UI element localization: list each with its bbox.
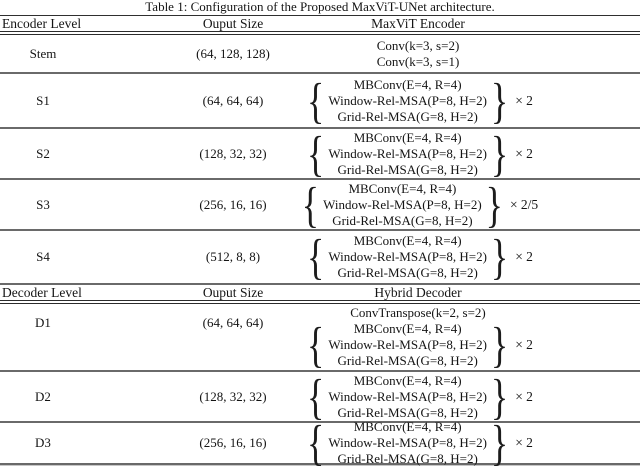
- op-line: Window-Rel-MSA(P=8, H=2): [328, 145, 487, 161]
- encoder-header-row: Encoder Level Ouput Size MaxViT Encoder: [0, 16, 640, 31]
- left-brace: {: [301, 176, 320, 233]
- op-line: Grid-Rel-MSA(G=8, H=2): [337, 108, 478, 124]
- level-cell: S2: [36, 145, 50, 161]
- right-brace: }: [490, 368, 509, 425]
- op-line: MBConv(E=4, R=4): [353, 321, 462, 336]
- bottom-rule: [0, 463, 640, 466]
- left-brace: {: [307, 72, 325, 129]
- table-row-d2: D2 (128, 32, 32) { MBConv(E=4, R=4) Wind…: [0, 368, 640, 425]
- op-line: Conv(k=3, s=1): [376, 53, 460, 69]
- row-rule: [0, 370, 640, 372]
- output-size-header: Ouput Size: [202, 284, 264, 300]
- op-line: Grid-Rel-MSA(G=8, H=2): [337, 451, 478, 466]
- top-rule: [0, 15, 640, 16]
- block-multiplier: × 2: [515, 249, 533, 264]
- decoder-level-header: Decoder Level: [2, 284, 82, 300]
- ops-cell: ConvTranspose(k=2, s=2) { MBConv(E=4, R=…: [292, 305, 544, 373]
- right-brace: }: [485, 176, 503, 233]
- op-line: MBConv(E=4, R=4): [353, 372, 462, 388]
- op-line: MBConv(E=4, R=4): [353, 419, 462, 434]
- block-multiplier: × 2: [515, 92, 533, 108]
- level-cell: S3: [36, 196, 50, 212]
- op-line: Window-Rel-MSA(P=8, H=2): [328, 435, 487, 450]
- block-multiplier: × 2: [515, 145, 533, 161]
- op-line: ConvTranspose(k=2, s=2): [350, 305, 486, 320]
- table-row-s3: S3 (256, 16, 16) { MBConv(E=4, R=4) Wind…: [0, 176, 640, 233]
- op-line: MBConv(E=4, R=4): [353, 233, 462, 248]
- level-cell: Stem: [29, 45, 57, 61]
- size-cell: (64, 64, 64): [202, 92, 264, 108]
- op-line: Window-Rel-MSA(P=8, H=2): [328, 92, 487, 108]
- ops-cell: { MBConv(E=4, R=4) Window-Rel-MSA(P=8, H…: [292, 229, 544, 285]
- level-cell: S1: [36, 92, 50, 108]
- op-line: MBConv(E=4, R=4): [348, 180, 457, 196]
- op-line: Grid-Rel-MSA(G=8, H=2): [337, 353, 478, 368]
- table-caption: Table 1: Configuration of the Proposed M…: [145, 0, 495, 14]
- ops-cell: { MBConv(E=4, R=4) Window-Rel-MSA(P=8, H…: [292, 176, 544, 233]
- table-row-s1: S1 (64, 64, 64) { MBConv(E=4, R=4) Windo…: [0, 74, 640, 127]
- level-cell: D1: [35, 315, 51, 330]
- row-rule: [0, 72, 640, 74]
- block-multiplier: × 2: [515, 388, 533, 404]
- size-cell: (256, 16, 16): [199, 196, 267, 212]
- encoder-level-header: Encoder Level: [2, 15, 82, 31]
- row-rule: [0, 229, 640, 231]
- op-line: Grid-Rel-MSA(G=8, H=2): [337, 161, 478, 177]
- block-multiplier: × 2: [515, 337, 533, 352]
- table-row-d3: D3 (256, 16, 16) { MBConv(E=4, R=4) Wind…: [0, 418, 640, 468]
- hybrid-decoder-header: Hybrid Decoder: [374, 284, 462, 300]
- size-cell: (64, 64, 64): [202, 315, 264, 330]
- level-cell: S4: [36, 249, 50, 264]
- left-brace: {: [307, 125, 325, 182]
- size-cell: (128, 32, 32): [199, 145, 267, 161]
- ops-cell: Conv(k=3, s=2) Conv(k=3, s=1): [292, 38, 544, 70]
- header-double-rule: [0, 300, 640, 304]
- op-line: Window-Rel-MSA(P=8, H=2): [328, 249, 487, 264]
- block-multiplier: × 2: [515, 435, 533, 450]
- level-cell: D2: [35, 388, 51, 404]
- block-multiplier: × 2/5: [509, 196, 539, 212]
- table-row-stem: Stem (64, 128, 128) Conv(k=3, s=2) Conv(…: [0, 35, 640, 72]
- left-brace: {: [307, 415, 325, 470]
- header-double-rule: [0, 31, 640, 35]
- op-line: Grid-Rel-MSA(G=8, H=2): [337, 404, 478, 420]
- row-rule: [0, 127, 640, 129]
- right-brace: }: [490, 72, 509, 129]
- op-line: Window-Rel-MSA(P=8, H=2): [323, 196, 482, 212]
- left-brace: {: [307, 317, 325, 373]
- right-brace: }: [490, 125, 509, 182]
- size-cell: (512, 8, 8): [205, 249, 261, 264]
- size-cell: (64, 128, 128): [196, 45, 270, 61]
- section-rule: [0, 283, 640, 285]
- ops-cell: { MBConv(E=4, R=4) Window-Rel-MSA(P=8, H…: [292, 125, 544, 182]
- right-brace: }: [490, 229, 509, 285]
- ops-cell: { MBConv(E=4, R=4) Window-Rel-MSA(P=8, H…: [292, 72, 544, 129]
- op-line: MBConv(E=4, R=4): [353, 129, 462, 145]
- size-cell: (128, 32, 32): [199, 388, 267, 404]
- ops-cell: { MBConv(E=4, R=4) Window-Rel-MSA(P=8, H…: [292, 368, 544, 425]
- right-brace: }: [490, 317, 509, 373]
- maxvit-encoder-header: MaxViT Encoder: [371, 15, 465, 31]
- ops-cell: { MBConv(E=4, R=4) Window-Rel-MSA(P=8, H…: [292, 415, 544, 470]
- right-brace: }: [490, 415, 509, 470]
- op-line: MBConv(E=4, R=4): [353, 76, 462, 92]
- op-line: Conv(k=3, s=2): [376, 37, 460, 53]
- op-line: Grid-Rel-MSA(G=8, H=2): [337, 265, 478, 280]
- table-row-s2: S2 (128, 32, 32) { MBConv(E=4, R=4) Wind…: [0, 125, 640, 182]
- table-row-d1: D1 (64, 64, 64) ConvTranspose(k=2, s=2) …: [0, 304, 640, 370]
- table-row-s4: S4 (512, 8, 8) { MBConv(E=4, R=4) Window…: [0, 231, 640, 283]
- op-line: Window-Rel-MSA(P=8, H=2): [328, 337, 487, 352]
- size-cell: (256, 16, 16): [199, 435, 267, 450]
- op-line: Grid-Rel-MSA(G=8, H=2): [332, 212, 473, 228]
- left-brace: {: [307, 229, 325, 285]
- output-size-header: Ouput Size: [202, 15, 264, 31]
- decoder-header-row: Decoder Level Ouput Size Hybrid Decoder: [0, 285, 640, 300]
- row-rule: [0, 421, 640, 423]
- op-line: Window-Rel-MSA(P=8, H=2): [328, 388, 487, 404]
- row-rule: [0, 178, 640, 180]
- level-cell: D3: [35, 435, 51, 450]
- left-brace: {: [307, 368, 325, 425]
